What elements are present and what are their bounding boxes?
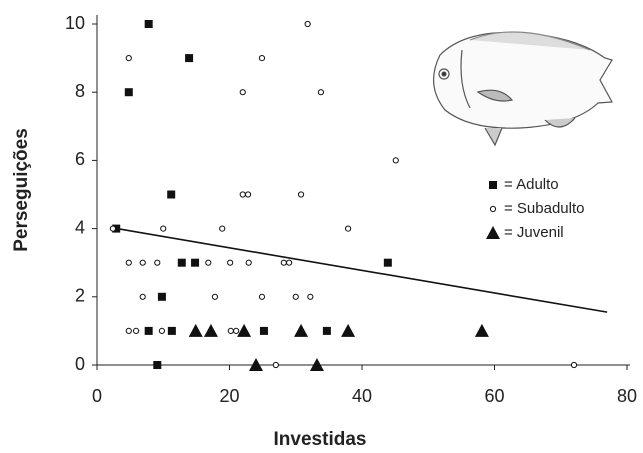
point (292, 293, 299, 300)
point (239, 89, 246, 96)
point (307, 293, 314, 300)
point (286, 259, 293, 266)
trend-line (116, 227, 608, 313)
point (112, 224, 121, 233)
point (109, 225, 117, 232)
point (125, 55, 132, 62)
point (237, 323, 252, 337)
point (125, 327, 132, 334)
point (322, 326, 331, 335)
y-tick-label: 6 (75, 149, 85, 169)
point (304, 20, 311, 28)
point (272, 361, 279, 369)
point (177, 258, 186, 267)
point (309, 358, 324, 371)
point (132, 327, 140, 334)
point (239, 191, 246, 198)
point (211, 293, 219, 300)
point (125, 259, 132, 266)
point (139, 259, 146, 266)
x-tick-label: 0 (92, 386, 102, 406)
point (185, 54, 194, 63)
point (227, 327, 234, 334)
fish-illustration (433, 31, 613, 147)
point (205, 259, 212, 266)
point (383, 258, 392, 267)
point (167, 190, 176, 199)
point (144, 326, 153, 335)
legend-marker (489, 205, 497, 213)
point (244, 191, 252, 198)
point (153, 361, 162, 369)
point (258, 293, 266, 300)
x-tick-label: 20 (219, 386, 239, 406)
point (203, 323, 218, 337)
y-axis-label: Perseguições (11, 128, 32, 252)
point (154, 259, 161, 266)
point (158, 327, 166, 334)
point (341, 323, 356, 337)
point (188, 323, 203, 337)
legend-marker (489, 181, 497, 189)
point (233, 327, 240, 334)
y-tick-label: 8 (75, 81, 85, 101)
legend-label: = Adulto (504, 176, 559, 193)
point (474, 323, 489, 337)
y-tick-label: 2 (75, 286, 85, 306)
point (294, 323, 309, 337)
y-tick-label: 0 (75, 354, 85, 374)
point (167, 326, 176, 335)
y-tick-label: 10 (65, 13, 85, 33)
legend-marker (486, 226, 500, 239)
point (227, 259, 234, 266)
point (124, 88, 133, 97)
x-tick-label: 80 (617, 386, 637, 406)
legend-label: = Subadulto (504, 200, 585, 217)
point (245, 259, 252, 266)
legend-label: = Juvenil (504, 224, 564, 241)
point (570, 361, 578, 369)
point (160, 225, 167, 232)
point (259, 326, 268, 335)
point (139, 293, 146, 300)
x-tick-label: 40 (352, 386, 372, 406)
x-tick-label: 60 (484, 386, 504, 406)
point (249, 358, 263, 371)
x-axis-label: Investidas (274, 429, 367, 450)
point (317, 89, 325, 96)
y-tick-label: 4 (75, 217, 85, 237)
point (280, 259, 287, 266)
point (344, 225, 352, 232)
point (219, 225, 226, 232)
point (144, 20, 153, 28)
point (157, 292, 166, 301)
point (392, 157, 399, 164)
point (297, 191, 305, 198)
point (258, 55, 266, 62)
point (191, 258, 200, 267)
